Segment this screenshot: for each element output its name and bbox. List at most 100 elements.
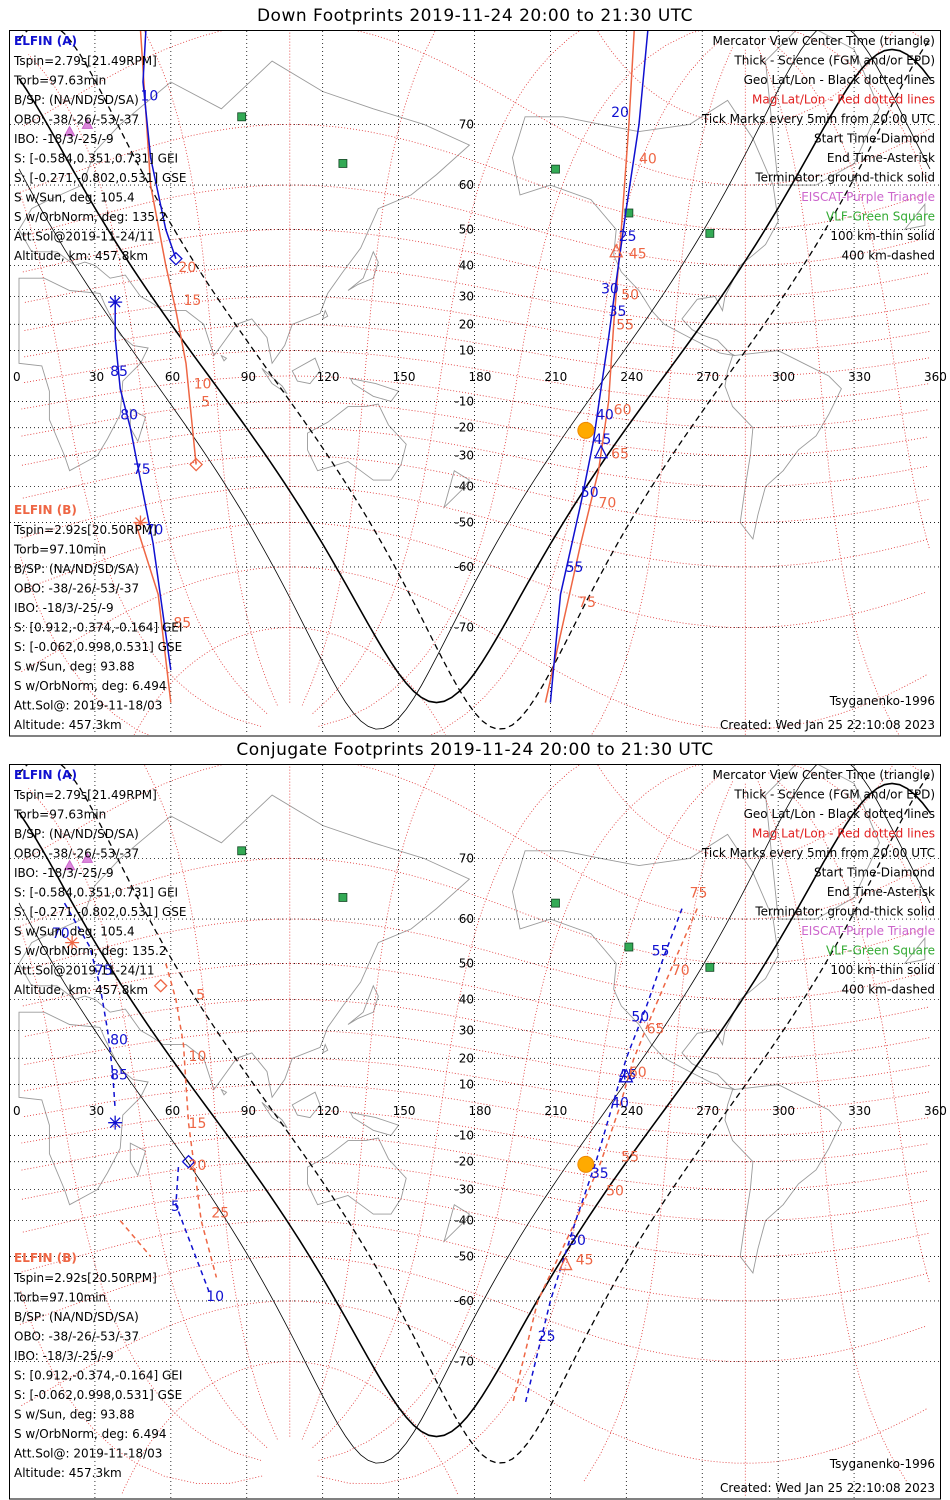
vlf-station-square — [705, 962, 715, 972]
elfin-b-time-label: 20 — [189, 1158, 207, 1174]
continent-outline — [443, 470, 471, 509]
elfin-b-info-line: S w/OrbNorm, deg: 6.494 — [14, 1427, 166, 1441]
lat-tick-label: -30 — [454, 1183, 474, 1197]
elfin-a-track-segment — [549, 31, 649, 703]
map-content: 30 10 85 80 75 70 20 25 30 35 40 45 50 55 20 15 10 5 85 40 4… — [10, 31, 940, 735]
elfin-b-time-label: 85 — [173, 616, 191, 632]
mag-parallel — [289, 296, 930, 351]
elfin-b-time-label: 65 — [647, 1021, 665, 1037]
vlf-station-square — [338, 893, 348, 902]
axis-labels: 0 30 60 90 120 150 180 210 240 270 300 330 360 70 60 50… — [13, 117, 947, 634]
elfin-a-info-line: Torb=97.63min — [13, 74, 106, 88]
elfin-b-info-line: IBO: -18/3/-25/-9 — [14, 1349, 114, 1363]
legend-line: Thick - Science (FGM and/or EPD) — [733, 54, 935, 68]
lon-tick-label: 180 — [469, 370, 492, 384]
subsolar-point — [577, 1155, 595, 1173]
mag-grid — [19, 765, 930, 1496]
lon-tick-label: 150 — [393, 1104, 416, 1118]
elfin-a-info-line: S w/OrbNorm, deg: 135.2 — [14, 944, 166, 958]
stations — [63, 112, 715, 238]
continent-outline — [18, 1011, 149, 1206]
elfin-a-time-label: 20 — [611, 105, 629, 121]
elfin-a-time-label: 25 — [619, 229, 637, 245]
elfin-b-time-label: 60 — [629, 1065, 647, 1081]
mag-meridian — [28, 788, 268, 1448]
elfin-b-time-label: 10 — [189, 1049, 207, 1065]
legend-line: Tick Marks every 5min from 20:00 UTC — [701, 846, 935, 860]
legend-line: VLF-Green Square — [826, 944, 935, 958]
mag-meridian — [757, 46, 900, 735]
elfin-b-time-label: 65 — [611, 447, 629, 463]
elfin-b-info-line: S: [-0.062,0.998,0.531] GSE — [14, 640, 182, 654]
center-time-triangle — [619, 1068, 634, 1083]
vlf-station-square — [237, 112, 247, 122]
elfin-a-info-line: Att.Sol@2019-11-24/11 — [14, 230, 155, 244]
lon-tick-label: 150 — [393, 370, 416, 384]
lat-tick-label: 70 — [459, 117, 474, 131]
elfin-b-time-label: 45 — [576, 1253, 594, 1269]
continent-outline — [903, 936, 926, 965]
elfin-a-time-label: 80 — [110, 1033, 128, 1049]
map-frame — [9, 764, 941, 1500]
elfin-b-time-label: 55 — [621, 1150, 639, 1166]
elfin-a-info-line: IBO: -18/3/-25/-9 — [14, 132, 114, 146]
legend-line: Tick Marks every 5min from 20:00 UTC — [701, 112, 935, 126]
elfin-b-time-label: 50 — [621, 287, 639, 303]
terminator — [18, 765, 931, 1464]
elfin-a-time-label: 25 — [538, 1329, 556, 1345]
axis-labels: 0 30 60 90 120 150 180 210 240 270 300 330 360 70 60 50… — [13, 851, 947, 1368]
conjugate-footprints-map: 70 75 80 85 5 10 55 50 45 40 35 30 25 5 10 15 20 25 75 70 65… — [9, 764, 947, 1500]
info-text: ELFIN (A) Tspin=2.79s[21.49RPM] Torb=97.63… — [13, 34, 935, 732]
lat-tick-label: -10 — [454, 394, 474, 408]
elfin-b-time-label: 60 — [614, 402, 632, 418]
elfin-a-track-segment — [63, 902, 116, 1111]
lat-tick-label: 50 — [459, 956, 474, 970]
end-time-asterisk — [133, 515, 148, 530]
elfin-a-track-segment — [114, 302, 172, 671]
mag-parallel — [289, 229, 928, 297]
legend-line: Mag Lat/Lon - Red dotted lines — [752, 827, 935, 841]
created-timestamp: Created: Wed Jan 25 22:10:08 2023 — [720, 1481, 935, 1495]
mag-meridian — [757, 780, 907, 1482]
elfin-a-info-line: B/SP: (NA/ND/SD/SA) — [14, 827, 139, 841]
elfin-a-info-line: IBO: -18/3/-25/-9 — [14, 866, 114, 880]
lat-tick-label: 20 — [459, 317, 474, 331]
elfin-a-time-label: 70 — [52, 926, 70, 942]
elfin-b-header: ELFIN (B) — [14, 1251, 77, 1265]
mag-parallel — [289, 963, 928, 1031]
elfin-b-info-line: OBO: -38/-26/-53/-37 — [14, 1330, 139, 1344]
elfin-a-time-label: 50 — [581, 485, 599, 501]
lat-tick-label: 30 — [459, 289, 474, 303]
lat-tick-label: 70 — [459, 851, 474, 865]
model-label: Tsyganenko-1996 — [829, 694, 935, 708]
elfin-a-time-label: 35 — [591, 1166, 609, 1182]
mag-meridian — [19, 192, 262, 727]
elfin-b-info-line: S: [0.912,-0.374,-0.164] GEI — [14, 621, 182, 635]
vlf-station-square — [551, 898, 560, 908]
elfin-b-track-segment — [119, 1220, 152, 1257]
elfin-a-info-line: Altitude, km: 457.8km — [14, 983, 148, 997]
continent-outlines — [18, 765, 926, 1275]
lon-tick-label: 300 — [772, 1104, 795, 1118]
lon-tick-label: 330 — [848, 370, 871, 384]
mag-parallel — [289, 1057, 929, 1111]
mag-parallel — [22, 184, 290, 237]
lat-tick-label: 20 — [459, 1051, 474, 1065]
end-time-asterisk — [65, 935, 80, 950]
elfin-b-info-line: S w/Sun, deg: 93.88 — [14, 660, 135, 674]
lat-tick-label: -30 — [454, 449, 474, 463]
start-time-diamond — [189, 457, 204, 472]
lon-tick-label: 120 — [317, 1104, 340, 1118]
lon-tick-label: 240 — [620, 370, 643, 384]
elfin-a-time-label: 5 — [171, 1199, 180, 1215]
elfin-b-time-label: 15 — [183, 293, 201, 309]
mag-grid — [19, 31, 930, 735]
terminator-400km — [18, 765, 931, 1464]
elfin-a-time-label: 10 — [206, 1289, 224, 1305]
elfin-a-info-line: Tspin=2.79s[21.49RPM] — [13, 788, 157, 802]
mag-parallel — [356, 765, 930, 920]
elfin-a-time-label: 30 — [568, 1233, 586, 1249]
elfin-b-info-line: OBO: -38/-26/-53/-37 — [14, 582, 139, 596]
elfin-b-time-label: 70 — [598, 495, 616, 511]
mag-parallel — [23, 1030, 290, 1066]
